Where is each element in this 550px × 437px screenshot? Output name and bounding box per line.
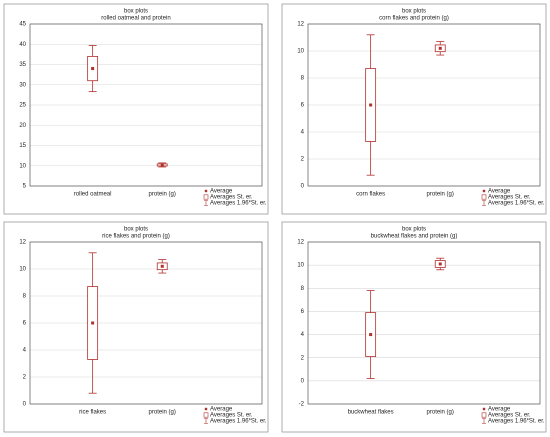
y-tick-label: 6 <box>23 321 27 327</box>
legend-symbol <box>482 200 486 206</box>
y-tick-label: 10 <box>297 263 304 269</box>
chart-title: box plots <box>402 227 426 233</box>
mean-marker <box>369 103 373 107</box>
legend-symbol <box>482 189 486 193</box>
x-tick-label: protein (g) <box>427 192 454 198</box>
legend-label: Averages 1.96*St. er. <box>488 201 545 207</box>
mean-marker <box>91 321 95 325</box>
legend-label: Averages St. er. <box>210 195 253 201</box>
x-tick-label: buckwheat flakes <box>348 410 394 416</box>
x-tick-label: rolled oatmeal <box>74 192 112 198</box>
legend-label: Averages St. er. <box>488 413 531 419</box>
y-tick-label: 25 <box>19 103 26 109</box>
y-tick-label: 5 <box>23 184 27 190</box>
legend-label: Average <box>488 189 511 195</box>
legend-symbol <box>203 194 209 200</box>
y-tick-label: 30 <box>19 82 26 88</box>
mean-marker <box>438 262 442 266</box>
mean-marker <box>438 46 442 50</box>
y-tick-label: 8 <box>301 76 305 82</box>
panel-border <box>3 3 269 215</box>
x-tick-label: protein (g) <box>427 410 454 416</box>
legend-symbol <box>204 418 208 424</box>
y-tick-label: 10 <box>19 267 26 273</box>
y-tick-label: 15 <box>19 143 26 149</box>
x-tick-label: corn flakes <box>356 192 385 198</box>
legend-symbol <box>203 412 209 418</box>
plot-frame <box>307 23 541 187</box>
legend-symbol <box>482 407 486 411</box>
mean-marker <box>160 264 164 268</box>
y-tick-label: 4 <box>23 348 27 354</box>
legend-symbol <box>482 418 486 424</box>
x-tick-label: protein (g) <box>149 410 176 416</box>
y-tick-label: 40 <box>19 42 26 48</box>
legend-symbol <box>204 407 208 411</box>
plot-frame <box>29 241 263 405</box>
y-tick-label: 0 <box>23 402 27 408</box>
legend-label: Average <box>210 189 233 195</box>
y-tick-label: 45 <box>19 22 26 28</box>
y-tick-label: 4 <box>301 130 305 136</box>
legend-label: Averages 1.96*St. er. <box>210 419 267 425</box>
legend-symbol <box>481 412 487 418</box>
y-tick-label: 2 <box>23 375 27 381</box>
y-tick-label: 2 <box>301 355 305 361</box>
x-tick-label: protein (g) <box>149 192 176 198</box>
panel-border <box>281 221 547 433</box>
panel-border <box>3 221 269 433</box>
chart-title: box plots <box>124 9 148 15</box>
y-tick-label: 4 <box>301 332 305 338</box>
plot-frame <box>29 23 263 187</box>
legend-symbol <box>481 194 487 200</box>
y-tick-label: 12 <box>297 240 304 246</box>
chart-subtitle: corn flakes and protein (g) <box>379 16 449 22</box>
y-tick-label: 8 <box>301 286 305 292</box>
chart-subtitle: rolled oatmeal and protein <box>101 16 170 22</box>
legend-label: Averages 1.96*St. er. <box>210 201 267 207</box>
legend-label: Average <box>210 407 233 413</box>
y-tick-label: 12 <box>19 240 26 246</box>
legend-label: Averages 1.96*St. er. <box>488 419 545 425</box>
chart-title: box plots <box>124 227 148 233</box>
y-tick-label: 6 <box>301 103 305 109</box>
y-tick-label: 2 <box>301 157 305 163</box>
mean-marker <box>369 333 373 337</box>
y-tick-label: 0 <box>301 184 305 190</box>
legend-label: Averages St. er. <box>210 413 253 419</box>
legend-label: Average <box>488 407 511 413</box>
y-tick-label: 10 <box>19 163 26 169</box>
y-tick-label: 35 <box>19 62 26 68</box>
y-tick-label: 12 <box>297 22 304 28</box>
y-tick-label: 6 <box>301 309 305 315</box>
mean-marker <box>91 67 95 71</box>
legend-symbol <box>204 189 208 193</box>
chart-subtitle: rice flakes and protein (g) <box>102 234 170 240</box>
panel-border <box>281 3 547 215</box>
y-tick-label: 10 <box>297 49 304 55</box>
legend-symbol <box>204 200 208 206</box>
y-tick-label: 20 <box>19 123 26 129</box>
legend-label: Averages St. er. <box>488 195 531 201</box>
x-tick-label: rice flakes <box>79 410 106 416</box>
y-tick-label: 8 <box>23 294 27 300</box>
chart-subtitle: buckwheat flakes and protein (g) <box>371 234 458 240</box>
mean-marker <box>160 163 164 167</box>
plot-frame <box>307 241 541 405</box>
y-tick-label: 0 <box>301 378 305 384</box>
y-tick-label: -2 <box>299 402 305 408</box>
chart-title: box plots <box>402 9 426 15</box>
